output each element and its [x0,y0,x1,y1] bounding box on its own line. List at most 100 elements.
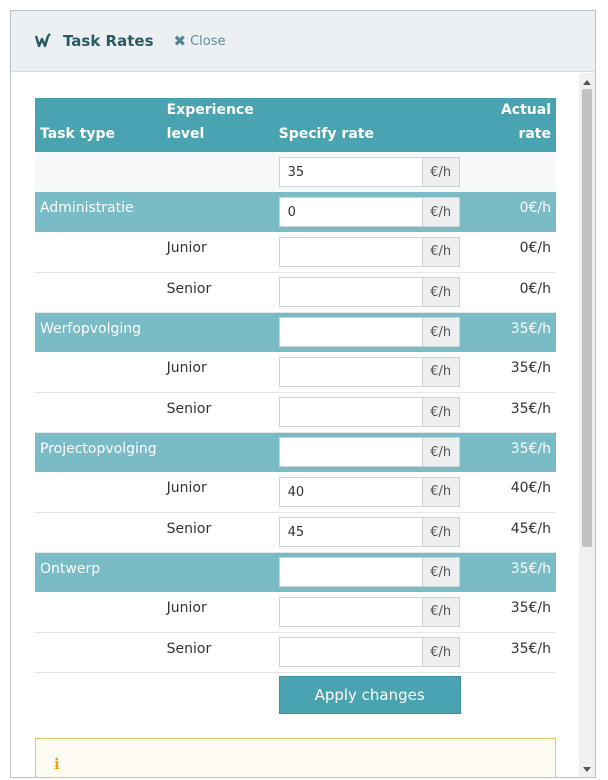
info-icon: ℹ [54,755,60,773]
actual-rate-cell: 45€/h [465,512,556,553]
experience-level-cell: Senior [161,632,268,673]
task-rates-dialog: Task Rates ✖ Close Task type Experience … [10,10,596,778]
rate-unit-label: €/h [421,557,460,588]
rate-input[interactable] [278,236,422,267]
experience-level-cell: Junior [161,592,268,633]
experience-level-cell [161,312,268,352]
task-category-row: Projectopvolging €/h 35€/h [35,432,556,472]
task-type-cell [35,512,162,553]
task-category-row: Werfopvolging €/h 35€/h [35,312,556,352]
rate-input-group: €/h [278,277,460,307]
rate-input[interactable] [278,637,422,667]
actual-rate-cell: 35€/h [465,552,556,592]
apply-changes-button[interactable]: Apply changes [278,676,461,715]
rate-input-group: €/h [278,557,460,588]
rate-input[interactable]: 40 [278,476,422,507]
scrollbar-thumb[interactable] [582,89,592,547]
task-type-cell: Projectopvolging [35,432,162,472]
actual-rate-cell: 35€/h [465,392,556,433]
dialog-header: Task Rates ✖ Close [11,11,595,72]
experience-level-row: Junior 40 €/h 40€/h [35,472,556,513]
rate-input[interactable] [278,437,422,468]
experience-level-row: Senior €/h 0€/h [35,272,556,313]
rate-input-group: 45 €/h [278,517,460,547]
actual-rate-cell: 35€/h [465,312,556,352]
task-type-cell [35,632,162,673]
rate-input[interactable] [278,317,422,348]
dialog-content: Task type Experience level Specify rate … [11,73,581,777]
rate-input-group: €/h [278,637,460,667]
rate-input-group: 0 €/h [278,197,460,227]
experience-level-cell: Senior [161,392,268,433]
rate-unit-label: €/h [421,397,460,427]
experience-level-cell [161,432,268,472]
rate-input-group: 40 €/h [278,476,460,507]
column-header-experience-level: Experience level [161,98,268,152]
rate-unit-label: €/h [421,356,460,387]
experience-level-cell [161,552,268,592]
rate-unit-label: €/h [421,476,460,507]
experience-level-cell: Junior [161,352,268,393]
experience-level-cell [161,192,268,232]
task-category-row: Administratie 0 €/h 0€/h [35,192,556,232]
rate-unit-label: €/h [421,236,460,267]
apply-row: Apply changes [35,672,556,718]
task-type-cell [35,232,162,273]
task-type-cell [35,272,162,313]
close-icon: ✖ [173,32,187,50]
rate-input-group: €/h [278,596,460,627]
experience-level-cell: Senior [161,512,268,553]
rate-unit-label: €/h [421,437,460,468]
experience-level-row: Senior 45 €/h 45€/h [35,512,556,553]
rate-input[interactable]: 45 [278,517,422,547]
rate-input[interactable] [278,557,422,588]
rate-input[interactable] [278,277,422,307]
rate-unit-label: €/h [421,517,460,547]
column-header-specify-rate: Specify rate [267,98,466,152]
rate-input-group: €/h [278,397,460,427]
actual-rate-cell: 0€/h [465,272,556,313]
rate-unit-label: €/h [421,596,460,627]
task-type-cell [35,592,162,633]
experience-level-cell: Senior [161,272,268,313]
rate-input[interactable] [278,596,422,627]
info-box: ℹ [35,738,556,777]
default-rate-input[interactable]: 35 [278,157,422,187]
dialog-title: Task Rates [63,32,154,50]
rate-unit-label: €/h [421,197,460,227]
rate-unit-label: €/h [421,157,460,187]
actual-rate-cell: 35€/h [465,432,556,472]
task-category-row: Ontwerp €/h 35€/h [35,552,556,592]
scroll-up-arrow-icon[interactable] [583,80,591,85]
scroll-down-arrow-icon[interactable] [583,767,591,772]
task-type-cell [35,392,162,433]
actual-rate-cell: 35€/h [465,632,556,673]
experience-level-row: Junior €/h 35€/h [35,352,556,393]
task-type-cell: Werfopvolging [35,312,162,352]
experience-level-row: Senior €/h 35€/h [35,392,556,433]
task-type-cell: Administratie [35,192,162,232]
rate-unit-label: €/h [421,637,460,667]
rate-input[interactable]: 0 [278,197,422,227]
rate-input-group: €/h [278,317,460,348]
actual-rate-cell: 0€/h [465,192,556,232]
experience-level-row: Junior €/h 35€/h [35,592,556,633]
rate-input-group: €/h [278,356,460,387]
task-rates-table: Task type Experience level Specify rate … [35,98,556,718]
rate-input-group: €/h [278,236,460,267]
experience-level-cell: Junior [161,472,268,513]
close-button[interactable]: ✖ Close [174,32,226,50]
actual-rate-cell: 0€/h [465,232,556,273]
app-logo-icon [35,33,51,48]
rate-input[interactable] [278,356,422,387]
task-type-cell [35,472,162,513]
actual-rate-cell: 35€/h [465,352,556,393]
rate-input-group: 35 €/h [278,157,460,187]
vertical-scrollbar[interactable] [579,73,595,777]
actual-rate-cell: 40€/h [465,472,556,513]
experience-level-row: Senior €/h 35€/h [35,632,556,673]
column-header-actual-rate: Actual rate [465,98,556,152]
task-type-cell: Ontwerp [35,552,162,592]
rate-unit-label: €/h [421,277,460,307]
rate-input[interactable] [278,397,422,427]
